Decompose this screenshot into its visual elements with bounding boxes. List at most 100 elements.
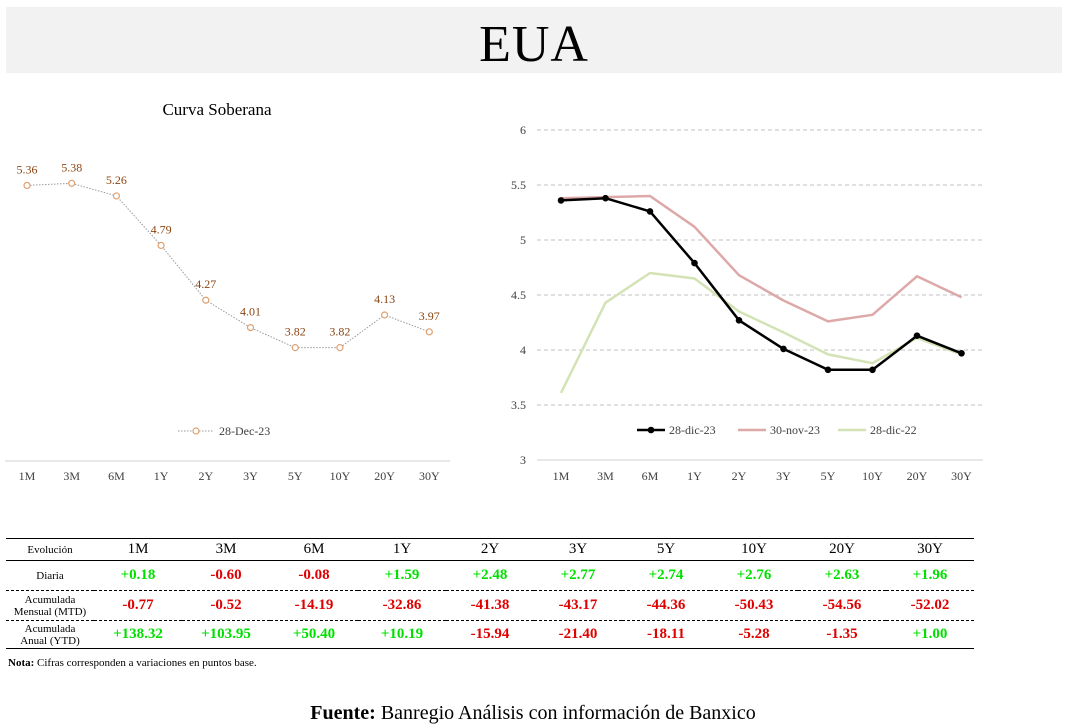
x-tick-label: 1Y (154, 469, 169, 483)
data-point (291, 344, 299, 352)
data-point (336, 344, 344, 352)
table-cell: +1.59 (384, 567, 420, 583)
x-tick-label: 2Y (732, 469, 747, 483)
y-tick-label: 4 (520, 343, 526, 357)
table-cell: -41.38 (470, 597, 510, 613)
table-cell: -0.08 (298, 567, 330, 583)
row-label-line1: Acumulada (24, 593, 76, 606)
data-point (602, 194, 609, 202)
table-cell: -50.43 (734, 597, 774, 613)
table-cell: +1.96 (912, 567, 948, 583)
legend-label: 28-dic-22 (870, 423, 917, 437)
x-tick-label: 2Y (198, 469, 213, 483)
data-label: 3.97 (419, 309, 440, 323)
row-label-line2: Mensual (MTD) (13, 605, 87, 618)
data-label: 4.27 (195, 277, 216, 291)
legend-label: 28-Dec-23 (219, 424, 270, 438)
data-label: 3.82 (285, 325, 306, 339)
column-header: 3M (215, 541, 237, 557)
legend-marker (647, 426, 655, 434)
table-cell: +2.63 (824, 567, 860, 583)
data-point (869, 366, 876, 374)
column-header: 20Y (829, 541, 855, 557)
source-label: Fuente: (310, 702, 376, 724)
table-cell: -18.11 (647, 626, 685, 642)
table-header-row: Evolución 1M 3M 6M 1Y 2Y 3Y 5Y 10Y 20Y 3… (6, 538, 974, 561)
data-point (913, 332, 921, 339)
legend-label: 28-dic-23 (669, 423, 716, 437)
x-tick-label: 10Y (862, 469, 883, 483)
data-point (958, 350, 965, 357)
x-tick-label: 1Y (687, 469, 702, 483)
sovereign-curve-chart: Curva Soberana 5.36 5.38 5.26 4.79 4.27 4.01 3… (5, 100, 450, 483)
note-text: Cifras corresponden a variaciones en pun… (34, 657, 257, 669)
column-header: 30Y (917, 541, 943, 557)
x-tick-label: 30Y (951, 469, 972, 483)
x-tick-label: 6M (642, 469, 659, 483)
data-point (112, 192, 121, 200)
column-header: 3Y (568, 541, 588, 557)
data-label: 5.26 (106, 173, 127, 187)
data-label: 4.79 (151, 222, 172, 236)
data-point (425, 328, 433, 336)
evolution-table: Evolución 1M 3M 6M 1Y 2Y 3Y 5Y 10Y 20Y 3… (6, 538, 974, 649)
page-title: EUA (479, 16, 589, 73)
data-label: 5.38 (61, 160, 82, 174)
column-header: 1M (127, 541, 149, 557)
column-header: 10Y (741, 541, 767, 557)
table-cell: -0.77 (122, 597, 154, 613)
x-tick-label: 5Y (288, 469, 303, 483)
data-point (691, 259, 698, 267)
legend-marker (192, 427, 200, 435)
table-cell: -0.52 (210, 597, 242, 613)
y-tick-label: 5 (520, 233, 526, 247)
row-label-line1: Diaria (36, 569, 64, 582)
legend-label: 30-nov-23 (770, 423, 820, 437)
data-point (23, 181, 31, 190)
y-tick-label: 6 (520, 123, 526, 137)
table-row: Acumulada Anual (YTD) +138.32 +103.95 +50.40… (6, 621, 974, 649)
row-label: Acumulada Anual (YTD) (6, 621, 94, 649)
table-cell: +2.76 (736, 567, 772, 583)
table-corner-label: Evolución (27, 543, 73, 556)
table-cell: +2.48 (472, 567, 508, 583)
x-tick-label: 5Y (821, 469, 836, 483)
data-label: 4.01 (240, 305, 261, 319)
series-line-28-dic-22 (559, 271, 962, 394)
data-label: 3.82 (329, 325, 350, 339)
x-tick-label: 3Y (776, 469, 791, 483)
note: Nota: Cifras corresponden a variaciones … (8, 657, 257, 669)
chart-title: Curva Soberana (162, 100, 272, 119)
x-tick-label: 1M (553, 469, 570, 483)
note-label: Nota: (8, 657, 35, 669)
table-cell: -0.60 (210, 567, 242, 583)
series-line-28-dic-23 (560, 196, 962, 372)
data-label: 5.36 (17, 162, 38, 176)
data-point (557, 197, 565, 204)
data-point (68, 179, 76, 187)
series-line-28-dec-23 (26, 182, 430, 349)
x-tick-label: 3Y (243, 469, 258, 483)
column-header: 1Y (392, 541, 412, 557)
table-cell: +2.77 (560, 567, 596, 583)
data-point (735, 317, 743, 324)
table-cell: -14.19 (294, 597, 334, 613)
series-line-30-nov-23 (560, 194, 963, 323)
source-line: Fuente: Banregio Análisis con informació… (0, 702, 1066, 725)
table-cell: +0.18 (120, 567, 156, 583)
data-point (780, 345, 787, 353)
data-point (246, 324, 255, 332)
x-tick-label: 3M (63, 469, 80, 483)
table-cell: +10.19 (380, 626, 424, 642)
data-label: 4.13 (374, 292, 395, 306)
table-cell: -32.86 (382, 597, 422, 613)
table-row: Acumulada Mensual (MTD) -0.77 -0.52 -14.19 -3… (6, 591, 974, 621)
x-tick-label: 20Y (907, 469, 928, 483)
table-cell: -21.40 (558, 626, 598, 642)
column-header: 5Y (656, 541, 676, 557)
data-point (202, 296, 210, 304)
row-label: Acumulada Mensual (MTD) (6, 591, 94, 621)
title-banner: EUA (6, 7, 1062, 73)
table-cell: -43.17 (558, 597, 598, 613)
data-point (646, 208, 654, 215)
